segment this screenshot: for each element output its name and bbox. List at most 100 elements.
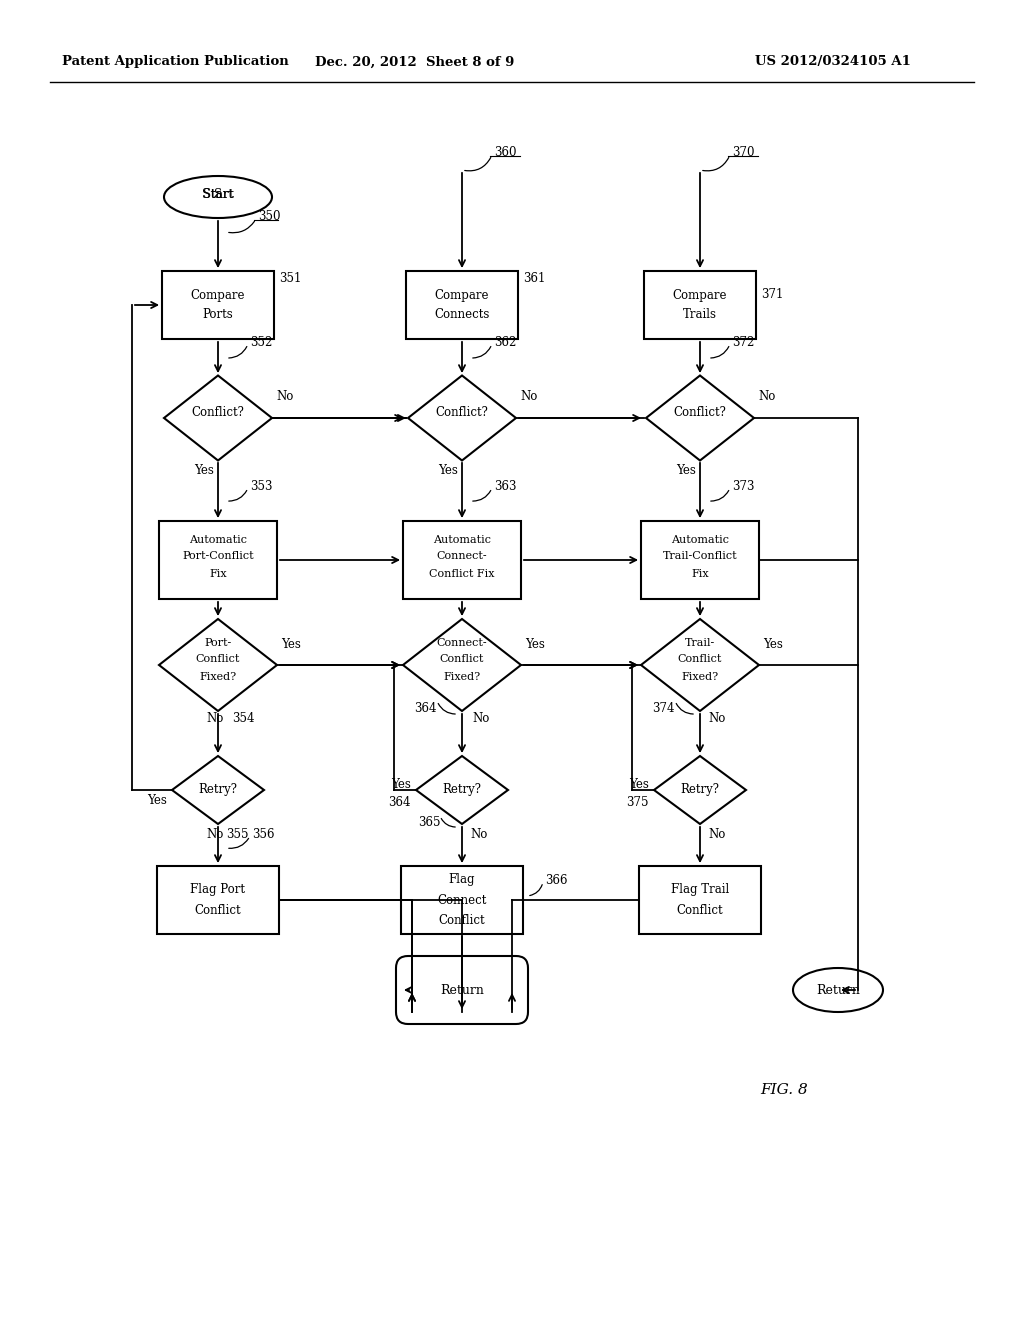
- Text: Flag Trail: Flag Trail: [671, 883, 729, 896]
- Ellipse shape: [164, 176, 272, 218]
- Text: Yes: Yes: [438, 463, 458, 477]
- Text: Yes: Yes: [147, 793, 167, 807]
- Text: Connect: Connect: [437, 894, 486, 907]
- Text: Conflict: Conflict: [678, 653, 722, 664]
- Bar: [639, 866, 761, 935]
- Text: 350: 350: [258, 210, 281, 223]
- Text: Start: Start: [202, 189, 234, 202]
- Text: Conflict?: Conflict?: [191, 405, 245, 418]
- Text: Port-Conflict: Port-Conflict: [182, 550, 254, 561]
- Text: 364: 364: [414, 702, 436, 715]
- Bar: [157, 866, 279, 935]
- Text: 370: 370: [732, 147, 755, 160]
- Text: 355: 355: [226, 828, 249, 841]
- Text: 361: 361: [523, 272, 546, 285]
- Text: Retry?: Retry?: [681, 784, 720, 796]
- Text: Flag: Flag: [449, 874, 475, 887]
- Bar: [406, 271, 518, 339]
- Text: No: No: [708, 713, 725, 726]
- Bar: [159, 521, 278, 599]
- Bar: [403, 521, 521, 599]
- Polygon shape: [403, 619, 521, 711]
- Text: 356: 356: [252, 829, 274, 842]
- Text: Retry?: Retry?: [442, 784, 481, 796]
- Text: Connects: Connects: [434, 309, 489, 322]
- Text: No: No: [472, 713, 489, 726]
- Text: Port-: Port-: [205, 638, 231, 648]
- Text: Trails: Trails: [683, 309, 717, 322]
- Text: Fixed?: Fixed?: [200, 672, 237, 682]
- Text: Yes: Yes: [281, 639, 301, 652]
- Text: 365: 365: [418, 816, 440, 829]
- Polygon shape: [408, 375, 516, 461]
- Text: Trail-: Trail-: [685, 638, 715, 648]
- Text: Conflict: Conflict: [438, 913, 485, 927]
- Text: Patent Application Publication: Patent Application Publication: [62, 55, 289, 69]
- Polygon shape: [159, 619, 278, 711]
- Text: Yes: Yes: [391, 779, 411, 792]
- Text: Connect-: Connect-: [436, 638, 487, 648]
- Text: Trail-Conflict: Trail-Conflict: [663, 550, 737, 561]
- Text: Yes: Yes: [525, 639, 545, 652]
- Bar: [401, 866, 523, 935]
- Text: Yes: Yes: [629, 779, 649, 792]
- Text: 374: 374: [652, 702, 675, 715]
- Text: 360: 360: [494, 147, 516, 160]
- Text: Compare: Compare: [435, 289, 489, 301]
- Text: Conflict?: Conflict?: [674, 405, 726, 418]
- Text: No: No: [520, 389, 538, 403]
- Text: No: No: [206, 713, 223, 726]
- Bar: [644, 271, 756, 339]
- Text: Conflict: Conflict: [677, 903, 723, 916]
- Text: Flag Port: Flag Port: [190, 883, 246, 896]
- Bar: [162, 271, 274, 339]
- Text: 375: 375: [627, 796, 649, 808]
- Text: Conflict: Conflict: [195, 903, 242, 916]
- Text: 362: 362: [494, 337, 516, 350]
- Text: S: S: [214, 187, 222, 201]
- Text: Connect-: Connect-: [436, 550, 487, 561]
- Text: 366: 366: [545, 874, 567, 887]
- Text: Compare: Compare: [673, 289, 727, 301]
- Polygon shape: [164, 375, 272, 461]
- Polygon shape: [172, 756, 264, 824]
- Bar: [641, 521, 759, 599]
- Polygon shape: [641, 619, 759, 711]
- Text: Ports: Ports: [203, 309, 233, 322]
- Text: Fixed?: Fixed?: [681, 672, 719, 682]
- Polygon shape: [646, 375, 754, 461]
- Text: No: No: [470, 828, 487, 841]
- Text: Conflict?: Conflict?: [435, 405, 488, 418]
- Text: Yes: Yes: [676, 463, 696, 477]
- Text: No: No: [206, 828, 223, 841]
- Text: 354: 354: [232, 713, 255, 726]
- Ellipse shape: [793, 968, 883, 1012]
- Text: No: No: [276, 389, 293, 403]
- Polygon shape: [416, 756, 508, 824]
- Text: Automatic: Automatic: [433, 535, 490, 545]
- Text: Yes: Yes: [195, 463, 214, 477]
- Text: 363: 363: [494, 480, 516, 494]
- Text: Automatic: Automatic: [189, 535, 247, 545]
- Text: Conflict Fix: Conflict Fix: [429, 569, 495, 579]
- Text: Return: Return: [816, 983, 860, 997]
- Text: Conflict: Conflict: [440, 653, 484, 664]
- FancyBboxPatch shape: [396, 956, 528, 1024]
- Text: Start: Start: [203, 187, 233, 201]
- Text: Fixed?: Fixed?: [443, 672, 480, 682]
- Polygon shape: [654, 756, 746, 824]
- Text: 364: 364: [388, 796, 411, 808]
- Text: No: No: [758, 389, 775, 403]
- Text: Compare: Compare: [190, 289, 246, 301]
- Text: Dec. 20, 2012  Sheet 8 of 9: Dec. 20, 2012 Sheet 8 of 9: [315, 55, 515, 69]
- Text: FIG. 8: FIG. 8: [760, 1082, 808, 1097]
- Text: US 2012/0324105 A1: US 2012/0324105 A1: [755, 55, 911, 69]
- Text: Retry?: Retry?: [199, 784, 238, 796]
- Text: Automatic: Automatic: [671, 535, 729, 545]
- Text: 353: 353: [250, 480, 272, 494]
- Text: 351: 351: [279, 272, 301, 285]
- Text: Yes: Yes: [763, 639, 783, 652]
- Text: Fix: Fix: [691, 569, 709, 579]
- Text: 371: 371: [761, 289, 783, 301]
- Text: 373: 373: [732, 480, 755, 494]
